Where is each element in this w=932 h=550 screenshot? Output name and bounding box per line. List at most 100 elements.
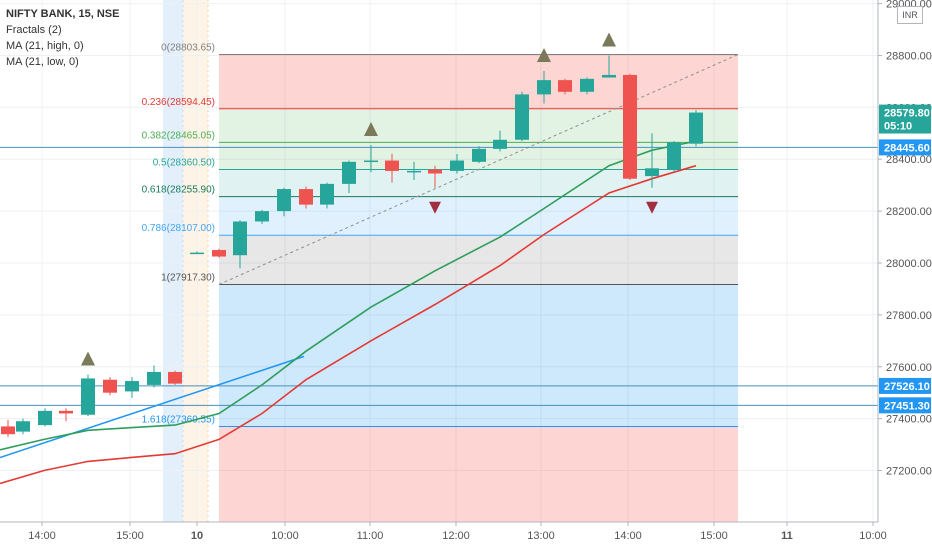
fib-label: 0.382(28465.05) — [142, 130, 215, 141]
fib-label: 0.236(28594.45) — [142, 97, 215, 108]
candle — [623, 73, 637, 180]
candle-body — [168, 371, 182, 384]
price-label-bg — [879, 139, 931, 156]
candle-body — [623, 74, 637, 179]
price-label: 28579.80 — [884, 108, 930, 120]
time-tick-label: 12:00 — [442, 530, 470, 542]
price-tick-label: 27800.00 — [886, 310, 932, 322]
candle — [147, 365, 161, 388]
fibonacci-levels: 0(28803.65) 0.236(28594.45) 0.382(28465.05… — [142, 43, 739, 428]
candle — [125, 377, 139, 398]
price-tick-label: 28000.00 — [886, 258, 932, 270]
fractal-up-marker — [364, 121, 378, 136]
fib-label: 0.786(28107.00) — [142, 223, 215, 234]
candle-body — [212, 250, 226, 257]
candle-body — [125, 381, 139, 392]
fib-zone — [219, 235, 738, 285]
fib-zones — [219, 54, 738, 522]
time-tick-label: 15:00 — [700, 530, 728, 542]
time-tick-label: 14:00 — [614, 530, 642, 542]
candle-body — [428, 169, 442, 174]
candle-body — [103, 379, 117, 393]
candle — [645, 133, 659, 188]
candle-body — [16, 421, 30, 432]
candle — [667, 141, 681, 173]
candle-body — [364, 160, 378, 163]
candle — [233, 220, 247, 269]
price-axis[interactable]: 27200.00 27400.00 27600.00 27800.00 28000.00… — [877, 0, 932, 550]
candle-body — [515, 94, 529, 140]
price-tick-label: 27400.00 — [886, 414, 932, 426]
session-strip-orange — [183, 0, 208, 522]
candle — [385, 154, 399, 183]
indicator-ma-low[interactable]: MA (21, low, 0) — [6, 56, 79, 68]
candle — [537, 71, 551, 104]
candle-body — [580, 78, 594, 92]
candle-body — [385, 160, 399, 171]
candle — [103, 377, 117, 396]
candle-body — [407, 170, 421, 173]
fib-label: 0.5(28360.50) — [153, 157, 215, 168]
candle-body — [450, 160, 464, 171]
fractal-up-marker — [602, 32, 616, 47]
fractal-down-marker — [429, 201, 441, 214]
candle-body — [602, 74, 616, 78]
candle-body — [147, 371, 161, 385]
fib-zone — [219, 54, 738, 109]
price-tick-label: 27600.00 — [886, 362, 932, 374]
price-tick-label: 29000.00 — [886, 0, 932, 11]
price-label: 28445.60 — [884, 142, 930, 154]
price-label-bg — [879, 397, 931, 414]
time-tick-label: 15:00 — [116, 530, 144, 542]
candle-body — [537, 80, 551, 95]
candle — [558, 78, 572, 95]
indicator-ma-high[interactable]: MA (21, high, 0) — [6, 40, 84, 52]
candle — [493, 130, 507, 152]
time-axis[interactable]: 14:00 15:00 10 10:00 11:00 12:00 13:00 14:00 15:… — [0, 521, 932, 550]
fib-zone-lower — [219, 426, 738, 522]
fib-zone — [219, 169, 738, 197]
time-tick-label: 10:00 — [271, 530, 299, 542]
indicator-fractals[interactable]: Fractals (2) — [6, 24, 62, 36]
time-tick-label: 10 — [191, 530, 203, 542]
fractals — [81, 32, 658, 366]
candle-body — [493, 139, 507, 149]
time-tick-label: 13:00 — [527, 530, 555, 542]
session-strip-blue — [163, 0, 183, 522]
price-tick-label: 27200.00 — [886, 466, 932, 478]
currency-label[interactable]: INR — [897, 6, 923, 24]
horizontal-lines — [0, 146, 878, 459]
price-label: 05:10 — [884, 121, 912, 133]
candle-body — [81, 378, 95, 415]
candle-body — [472, 148, 486, 162]
time-tick-label: 10:00 — [859, 530, 887, 542]
candle-body — [342, 161, 356, 184]
candle — [277, 187, 291, 217]
candle — [428, 165, 442, 188]
fib-label: 0.618(28255.90) — [142, 185, 215, 196]
candle-body — [190, 252, 204, 255]
candle-body — [1, 426, 15, 435]
candle-body — [667, 142, 681, 170]
price-label-bg — [879, 117, 931, 134]
candle — [364, 144, 378, 173]
price-tick-label: 28400.00 — [886, 154, 932, 166]
candle — [16, 418, 30, 435]
fib-zone — [219, 284, 738, 427]
candle — [212, 248, 226, 258]
fib-zone — [219, 196, 738, 236]
candle-body — [558, 80, 572, 92]
fib-label: 1(27917.30) — [161, 272, 215, 283]
candle-body — [277, 189, 291, 212]
fib-label: 0(28803.65) — [161, 43, 215, 54]
candle-body — [255, 211, 269, 222]
fib-trend-line — [218, 54, 739, 285]
time-axis-bg — [0, 522, 932, 550]
candle — [299, 186, 313, 209]
trend-line — [0, 355, 305, 459]
symbol-title[interactable]: NIFTY BANK, 15, NSE — [6, 8, 120, 20]
candle — [602, 55, 616, 78]
candle — [320, 182, 334, 209]
time-tick-label: 11:00 — [357, 530, 384, 542]
